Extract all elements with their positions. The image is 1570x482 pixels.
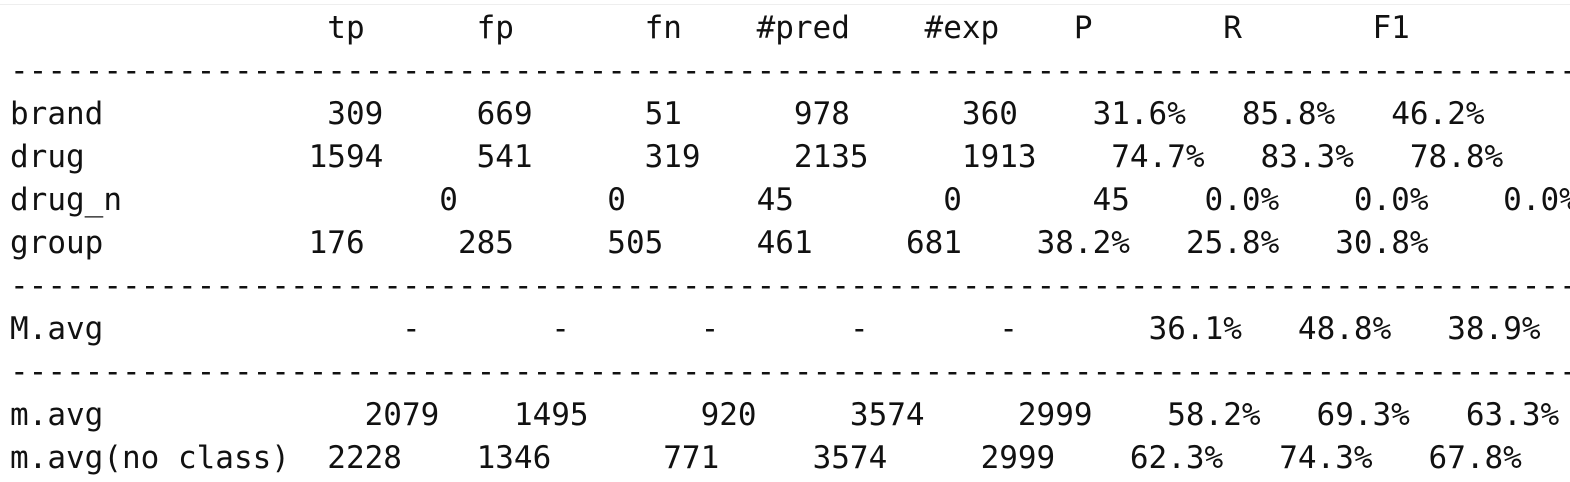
top-border xyxy=(0,4,1570,5)
cell-fn: 51 xyxy=(644,96,682,132)
cell-r: 25.8% xyxy=(1185,225,1280,261)
header-r: R xyxy=(1223,10,1242,46)
cell-p: 74.7% xyxy=(1111,139,1205,175)
cell-exp: 45 xyxy=(1092,182,1130,218)
cell-tp: 2228 xyxy=(327,440,402,476)
cell-p: 38.2% xyxy=(1036,225,1130,261)
micro-avg-no-class-row: m.avg(no class) 2228 1346 771 3574 2999 … xyxy=(10,437,1570,480)
cell-exp: 681 xyxy=(905,225,962,261)
cell-r: 0.0% xyxy=(1353,182,1429,218)
cell-pred: 3574 xyxy=(812,440,888,476)
cell-pred: 2135 xyxy=(793,139,869,175)
cell-exp: 2999 xyxy=(980,440,1056,476)
header-tp: tp xyxy=(327,10,365,46)
cell-fn: 505 xyxy=(607,225,664,261)
header-label-spacer xyxy=(10,10,327,46)
row-label: m.avg xyxy=(10,397,104,433)
cell-tp: 309 xyxy=(327,96,384,132)
cell-tp: 1594 xyxy=(308,139,384,175)
cell-fp: 669 xyxy=(476,96,533,132)
separator-line: ----------------------------------------… xyxy=(10,268,1570,304)
cell-f1: 46.2% xyxy=(1391,96,1485,132)
row-label: M.avg xyxy=(10,311,104,347)
evaluation-report: tp fp fn #pred #exp P R F1 --------------… xyxy=(10,7,1570,480)
cell-f1: 30.8% xyxy=(1335,225,1429,261)
cell-pred: 3574 xyxy=(849,397,925,433)
cell-f1: 0.0% xyxy=(1503,182,1570,218)
cell-f1: 63.3% xyxy=(1465,397,1560,433)
cell-exp: 360 xyxy=(961,96,1018,132)
table-row: group 176 285 505 461 681 38.2% 25.8% 30… xyxy=(10,222,1570,265)
row-label: brand xyxy=(10,96,104,132)
cell-fp: 1346 xyxy=(476,440,552,476)
header-fn: fn xyxy=(644,10,682,46)
row-label: drug xyxy=(10,139,85,175)
cell-f1: 38.9% xyxy=(1447,311,1541,347)
cell-exp: - xyxy=(999,311,1018,347)
table-row: drug_n 0 0 45 0 45 0.0% 0.0% 0.0% xyxy=(10,179,1570,222)
cell-fn: - xyxy=(700,311,720,347)
cell-fp: 1495 xyxy=(513,397,589,433)
cell-pred: 461 xyxy=(756,225,813,261)
cell-pred: - xyxy=(849,311,869,347)
cell-fn: 45 xyxy=(756,182,794,218)
header-p: P xyxy=(1073,10,1093,46)
cell-p: 62.3% xyxy=(1129,440,1224,476)
cell-p: 0.0% xyxy=(1204,182,1280,218)
cell-r: 85.8% xyxy=(1241,96,1336,132)
cell-f1: 67.8% xyxy=(1428,440,1522,476)
macro-avg-row: M.avg - - - - - 36.1% 48.8% 38.9% xyxy=(10,308,1570,351)
cell-fn: 319 xyxy=(644,139,701,175)
separator-line: ----------------------------------------… xyxy=(10,354,1570,390)
separator-line: ----------------------------------------… xyxy=(10,53,1570,89)
cell-fp: 541 xyxy=(476,139,533,175)
cell-exp: 1913 xyxy=(961,139,1037,175)
header-fp: fp xyxy=(476,10,514,46)
cell-fn: 920 xyxy=(700,397,757,433)
cell-r: 48.8% xyxy=(1297,311,1392,347)
header-exp: #exp xyxy=(924,10,1000,46)
cell-p: 31.6% xyxy=(1092,96,1186,132)
cell-tp: 2079 xyxy=(364,397,440,433)
cell-pred: 0 xyxy=(943,182,962,218)
cell-r: 83.3% xyxy=(1260,139,1354,175)
table-row: drug 1594 541 319 2135 1913 74.7% 83.3% … xyxy=(10,136,1570,179)
header-f1: F1 xyxy=(1372,10,1410,46)
cell-fn: 771 xyxy=(663,440,720,476)
header-pred: #pred xyxy=(756,10,850,46)
row-label: m.avg(no class) xyxy=(10,440,290,476)
cell-fp: 285 xyxy=(457,225,514,261)
header-row: tp fp fn #pred #exp P R F1 xyxy=(10,7,1570,50)
cell-p: 36.1% xyxy=(1148,311,1242,347)
cell-fp: 0 xyxy=(607,182,626,218)
cell-r: 69.3% xyxy=(1316,397,1410,433)
cell-fp: - xyxy=(551,311,570,347)
cell-tp: 0 xyxy=(439,182,458,218)
cell-pred: 978 xyxy=(793,96,850,132)
cell-r: 74.3% xyxy=(1279,440,1373,476)
row-label: group xyxy=(10,225,104,261)
row-label: drug_n xyxy=(10,182,122,218)
cell-tp: - xyxy=(401,311,421,347)
cell-exp: 2999 xyxy=(1017,397,1093,433)
micro-avg-row: m.avg 2079 1495 920 3574 2999 58.2% 69.3… xyxy=(10,394,1570,437)
cell-p: 58.2% xyxy=(1167,397,1261,433)
cell-f1: 78.8% xyxy=(1409,139,1504,175)
cell-tp: 176 xyxy=(308,225,365,261)
table-row: brand 309 669 51 978 360 31.6% 85.8% 46.… xyxy=(10,93,1570,136)
